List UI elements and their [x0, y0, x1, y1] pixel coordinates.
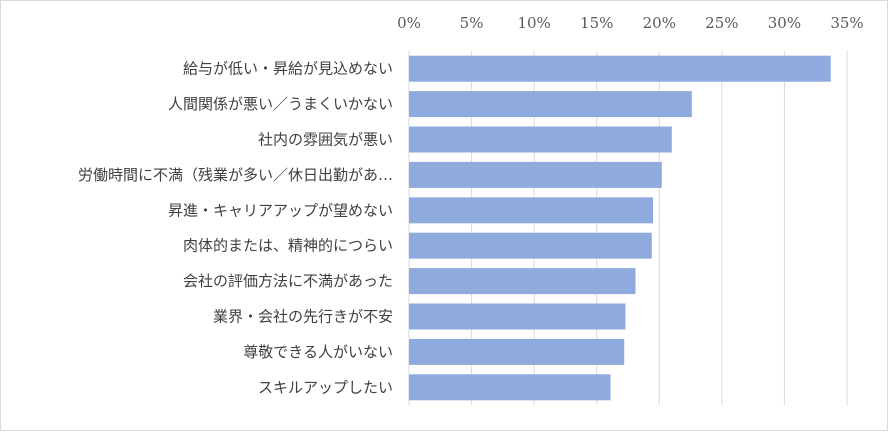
bar-3 — [409, 161, 662, 188]
bar-0 — [409, 55, 831, 82]
x-tick-label-0: 0% — [397, 14, 421, 32]
x-tick-label-1: 5% — [460, 14, 484, 32]
bar-7 — [409, 303, 626, 330]
category-label-4: 昇進・キャリアアップが望めない — [168, 201, 393, 219]
category-label-6: 会社の評価方法に不満があった — [183, 272, 393, 290]
category-label-5: 肉体的または、精神的につらい — [183, 237, 393, 255]
category-labels: 給与が低い・昇給が見込めない人間関係が悪い／うまくいかない社内の雰囲気が悪い労働… — [78, 60, 393, 397]
bar-9 — [409, 374, 611, 401]
category-label-2: 社内の雰囲気が悪い — [258, 131, 393, 149]
category-label-7: 業界・会社の先行きが不安 — [213, 308, 393, 326]
category-label-9: スキルアップしたい — [258, 378, 393, 396]
bar-1 — [409, 91, 692, 118]
category-label-1: 人間関係が悪い／うまくいかない — [168, 95, 393, 113]
x-tick-label-4: 20% — [643, 14, 676, 32]
x-tick-label-7: 35% — [830, 14, 863, 32]
x-tick-label-3: 15% — [580, 14, 613, 32]
x-tick-label-5: 25% — [705, 14, 738, 32]
category-label-8: 尊敬できる人がいない — [243, 343, 393, 361]
bars — [409, 55, 831, 401]
x-tick-label-2: 10% — [517, 14, 550, 32]
bar-4 — [409, 197, 654, 224]
x-axis-tick-labels: 0% 5% 10% 15% 20% 25% 30% 35% — [397, 14, 864, 32]
bar-8 — [409, 338, 625, 365]
bar-5 — [409, 232, 652, 259]
category-label-0: 給与が低い・昇給が見込めない — [183, 60, 393, 78]
bar-6 — [409, 268, 636, 295]
x-tick-label-6: 30% — [768, 14, 801, 32]
bar-2 — [409, 126, 672, 153]
category-label-3: 労働時間に不満（残業が多い／休日出勤があ… — [78, 166, 393, 184]
